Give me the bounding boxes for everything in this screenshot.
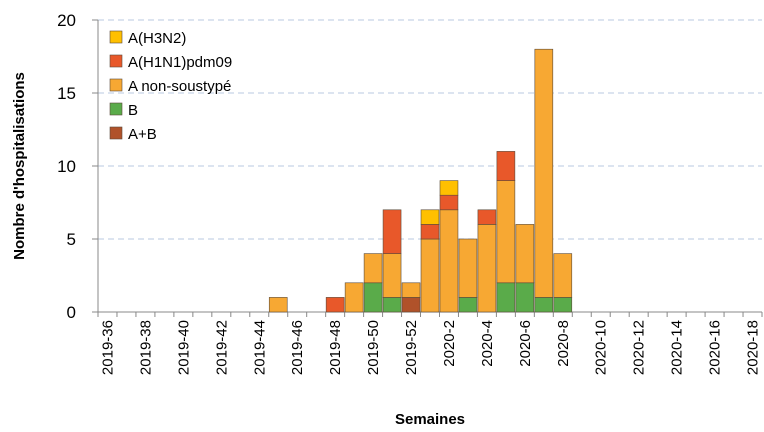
x-tick-label: 2020-6 [517,320,534,367]
bar-segment [382,253,402,298]
bar-segment [515,282,535,313]
bar-segment [382,209,402,254]
bar-segment [553,253,573,298]
legend-swatch [109,30,123,44]
bar-segment [344,282,364,313]
x-tick-label: 2019-44 [251,320,268,375]
bar-segment [477,224,497,313]
bar-segment [268,297,288,313]
x-tick-label: 2020-2 [441,320,458,367]
y-tick-label: 0 [67,303,76,322]
bar-segment [496,180,516,284]
x-tick-label: 2020-10 [593,320,610,375]
bar-segment [363,282,383,313]
bar-segment [477,209,497,225]
x-tick-label: 2019-48 [327,320,344,375]
x-tick-label: 2020-12 [631,320,648,375]
bar-segment [553,297,573,313]
legend-label: A(H3N2) [128,30,186,47]
x-tick-label: 2020-8 [555,320,572,367]
x-tick-label: 2019-42 [213,320,230,375]
legend-label: A+B [128,126,157,143]
bar-segment [439,209,459,313]
x-tick-label: 2020-4 [479,320,496,367]
bar-segment [458,297,478,313]
bar-segment [420,238,440,313]
x-tick-label: 2019-36 [99,320,116,375]
bar-segment [420,224,440,240]
bar-segment [458,238,478,298]
x-tick-label: 2019-38 [137,320,154,375]
x-axis-title: Semaines [395,411,465,428]
bar-segment [439,194,459,211]
legend-swatch [109,54,123,68]
legend-swatch [109,78,123,92]
legend-label: A non-soustypé [128,78,231,95]
bar-segment [325,297,345,313]
y-tick-label: 5 [67,230,76,249]
x-tick-label: 2019-40 [175,320,192,375]
bar-segment [382,297,402,313]
bar-segment [401,297,421,313]
legend-label: B [128,102,138,119]
bar-segment [439,180,459,196]
bar-segment [363,253,383,284]
x-tick-label: 2019-46 [289,320,306,375]
y-tick-label: 10 [57,157,76,176]
bar-segment [515,224,535,284]
bar-segment [496,151,516,181]
x-tick-label: 2020-18 [745,320,762,375]
bar-segment [534,297,554,313]
legend-swatch [109,102,123,116]
y-tick-label: 20 [57,11,76,30]
y-axis-title: Nombre d'hospitalisations [11,72,28,260]
x-tick-label: 2020-14 [669,320,686,375]
legend-swatch [109,126,123,140]
bar-segment [496,282,516,313]
y-tick-label: 15 [57,84,76,103]
x-tick-label: 2019-52 [403,320,420,375]
x-tick-label: 2019-50 [365,320,382,375]
bar-segment [534,48,554,298]
bar-segment [401,282,421,298]
legend-label: A(H1N1)pdm09 [128,54,232,71]
x-tick-label: 2020-16 [707,320,724,375]
bar-segment [420,209,440,225]
